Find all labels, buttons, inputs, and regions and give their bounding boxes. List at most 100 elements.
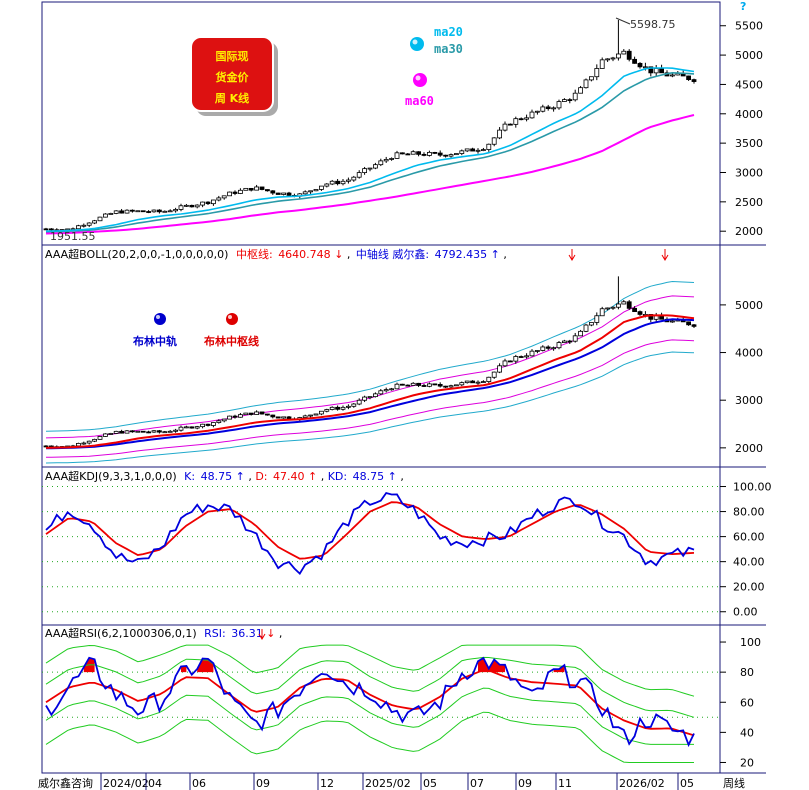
x-tick-label: 06 (192, 777, 206, 790)
price-candle (324, 183, 330, 188)
boll-candle (670, 319, 675, 323)
rsi-header: AAA超RSI(6,2,1000306,0,1) RSI: 36.31 ↓ , (45, 626, 282, 640)
price-candle (275, 192, 281, 195)
price-candle (567, 98, 573, 104)
price-candle (221, 195, 227, 200)
boll-lower-outer (45, 351, 695, 464)
boll-candle (535, 350, 540, 354)
price-candle (43, 227, 49, 231)
boll-candle (453, 384, 459, 387)
boll-candle (113, 430, 119, 435)
boll-candle (486, 376, 492, 384)
price-candle (183, 203, 189, 207)
x-tick-label: 12 (320, 777, 334, 790)
price-candle (135, 210, 141, 213)
price-candle (345, 177, 351, 184)
boll-candle (345, 404, 351, 410)
price-candle (119, 208, 124, 214)
x-tick-label: 07 (470, 777, 484, 790)
price-candle (453, 153, 459, 156)
price-candle (200, 201, 206, 208)
rsi-line (45, 656, 695, 748)
price-candle (551, 106, 556, 112)
boll-candle (383, 387, 389, 393)
rsi-y-ticks: 20 40 60 80 100 (720, 636, 761, 769)
rsi-label: RSI: (204, 627, 226, 640)
price-candle (124, 209, 130, 214)
boll-tick-label: 4000 (735, 347, 763, 360)
boll-candle (205, 423, 211, 427)
price-y-ticks: 2000 2500 3000 3500 4000 4500 5000 5500 (720, 20, 763, 238)
price-candle (394, 150, 400, 159)
boll-candle (605, 307, 610, 311)
boll-candle (86, 440, 92, 445)
high-label: 5598.75 (630, 18, 676, 31)
price-candle (97, 216, 103, 222)
price-candle (129, 209, 135, 213)
boll-candle (232, 414, 238, 419)
price-candle (173, 207, 179, 213)
kdj-header: AAA超KDJ(9,3,3,1,0,0,0) K: 48.75 ↑ , D: 4… (45, 469, 404, 483)
kdj-tick-label: 80.00 (733, 506, 765, 519)
boll-candle (156, 429, 162, 434)
rsi-tick-label: 80 (740, 666, 754, 679)
kdj-end: , (400, 470, 404, 483)
ma-legend: ma20 ma30 ma60 (405, 25, 463, 108)
kdj-kd-value: 48.75 (353, 470, 385, 483)
price-candle (367, 167, 373, 172)
kdj-tick-label: 0.00 (733, 606, 758, 619)
price-candle (486, 143, 492, 152)
price-candle (270, 190, 276, 195)
boll-candle (216, 419, 222, 424)
boll-candle (389, 387, 395, 391)
price-candle (572, 89, 578, 102)
rsi-upper-band-inner (45, 656, 695, 718)
boll-candle (124, 430, 130, 434)
price-candle (399, 152, 405, 155)
boll-candle (626, 300, 632, 310)
x-tick-label: 05 (423, 777, 437, 790)
title-line-1: 国际现 (216, 49, 249, 63)
price-candle (470, 147, 476, 152)
boll-candle (103, 433, 108, 437)
price-candle (513, 116, 519, 128)
boll-mid-line (45, 318, 695, 450)
price-tick-label: 2500 (735, 196, 763, 209)
boll-candle (551, 346, 556, 351)
price-candle (248, 187, 254, 192)
price-candle (86, 222, 92, 228)
price-candle (605, 58, 610, 62)
rsi-value: 36.31 (231, 627, 263, 640)
boll-candle (119, 429, 124, 434)
x-tick-label: 05 (680, 777, 694, 790)
price-candle (162, 210, 168, 213)
kdj-k-value: 48.75 (201, 470, 233, 483)
price-candle (535, 110, 540, 115)
boll-candle (318, 410, 324, 416)
boll-candle (210, 422, 216, 428)
boll-candle (529, 349, 535, 357)
price-candle (529, 109, 535, 119)
boll-candle (151, 430, 157, 433)
price-candle (426, 150, 432, 157)
boll-end: , (503, 248, 507, 261)
ma20-legend-ball (410, 37, 424, 51)
boll-header-prefix: AAA超BOLL(20,2,0,0,-1,0,0,0,0,0) (45, 247, 228, 261)
price-candle (621, 49, 627, 55)
boll-tick-label: 2000 (735, 442, 763, 455)
kdj-d-label: D: (255, 470, 267, 483)
x-tick-label: 04 (148, 777, 162, 790)
boll-pivot-legend-ball (226, 313, 238, 325)
boll-candle (378, 388, 384, 395)
price-candle (459, 149, 465, 156)
rsi-tick-label: 60 (740, 696, 754, 709)
boll-candle (572, 332, 578, 343)
price-candle (497, 127, 503, 140)
price-candle (281, 192, 287, 196)
price-candle (691, 78, 697, 84)
boll-mid-legend-label: 布林中轨 (133, 334, 177, 348)
boll-candle (518, 355, 524, 358)
price-candle (264, 189, 270, 192)
price-candle (92, 219, 97, 225)
kdj-k-arrow: ↑ (236, 470, 245, 483)
